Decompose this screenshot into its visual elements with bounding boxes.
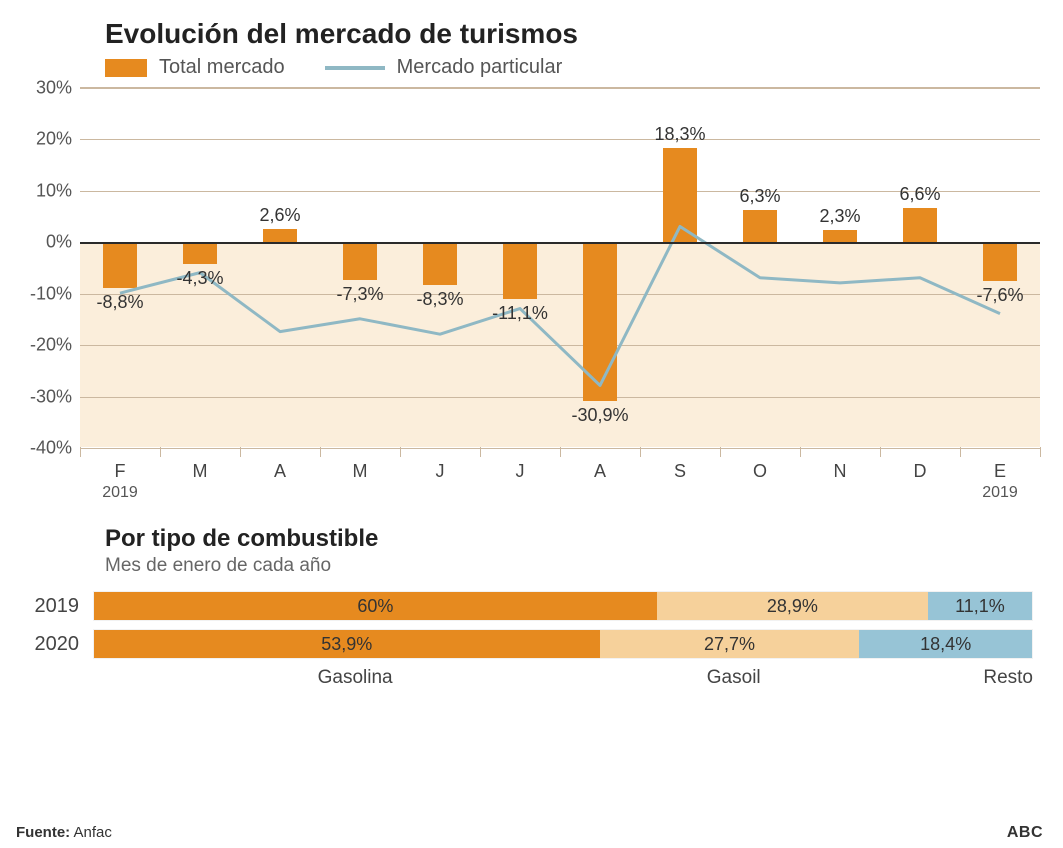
x-axis-label: M: [193, 447, 208, 482]
bar-value-label: -30,9%: [571, 405, 628, 426]
bar-value-label: -8,3%: [416, 289, 463, 310]
chart2-category-labels: GasolinaGasoilResto: [105, 667, 1033, 689]
x-tick: [240, 447, 241, 457]
y-axis-label: 30%: [36, 78, 80, 99]
category-label: Resto: [862, 667, 1033, 689]
category-label: Gasolina: [105, 667, 605, 689]
x-tick: [960, 447, 961, 457]
chart1: 30%20%10%0%-10%-20%-30%-40% -8,8%-4,3%2,…: [80, 87, 1040, 447]
stacked-bar-row: 201960%28,9%11,1%: [105, 591, 1033, 621]
bar-segment: 27,7%: [600, 630, 860, 658]
y-axis-label: 20%: [36, 129, 80, 150]
chart2-rows: 201960%28,9%11,1% 202053,9%27,7%18,4%: [105, 591, 1033, 659]
stacked-bar: 60%28,9%11,1%: [93, 591, 1033, 621]
x-tick: [1040, 447, 1041, 457]
chart1-legend: Total mercado Mercado particular: [0, 56, 1063, 79]
x-tick: [880, 447, 881, 457]
bar-value-label: -7,3%: [336, 284, 383, 305]
x-axis-sublabel: 2019: [982, 484, 1018, 502]
bar-value-label: -11,1%: [492, 303, 548, 324]
bar-value-label: 18,3%: [654, 124, 705, 145]
bar-value-label: 2,6%: [259, 205, 300, 226]
x-axis-sublabel: 2019: [102, 484, 138, 502]
x-axis-label: S: [674, 447, 686, 482]
footer-brand: ABC: [1007, 824, 1043, 842]
y-axis-label: -40%: [30, 438, 80, 459]
legend-swatch-line: [325, 66, 385, 70]
legend-swatch-bar: [105, 59, 147, 77]
y-axis-label: 0%: [46, 232, 80, 253]
bar-value-label: -8,8%: [96, 292, 143, 313]
x-tick: [480, 447, 481, 457]
y-axis-label: -20%: [30, 335, 80, 356]
x-tick: [80, 447, 81, 457]
footer-source: Fuente: Anfac: [16, 824, 112, 841]
x-tick: [800, 447, 801, 457]
chart1-line-layer: [80, 88, 1040, 447]
x-axis-label: O: [753, 447, 767, 482]
footer-source-label: Fuente:: [16, 824, 70, 841]
chart2: Por tipo de combustible Mes de enero de …: [0, 525, 1063, 689]
x-axis-label: M: [353, 447, 368, 482]
line-series: [120, 226, 1000, 385]
legend-label-bar: Total mercado: [159, 56, 285, 79]
bar-value-label: 6,6%: [899, 184, 940, 205]
chart1-baseline: [80, 242, 1040, 244]
chart2-title: Por tipo de combustible: [105, 525, 1033, 553]
x-tick: [720, 447, 721, 457]
chart1-plot-area: 30%20%10%0%-10%-20%-30%-40% -8,8%-4,3%2,…: [80, 87, 1040, 447]
bar-segment: 53,9%: [94, 630, 600, 658]
x-axis-label: A: [274, 447, 286, 482]
chart2-subtitle: Mes de enero de cada año: [105, 555, 1033, 577]
y-axis-label: -30%: [30, 386, 80, 407]
footer: Fuente: Anfac ABC: [16, 824, 1043, 842]
y-axis-label: 10%: [36, 180, 80, 201]
x-tick: [400, 447, 401, 457]
footer-source-value: Anfac: [74, 824, 112, 841]
legend-item-line: Mercado particular: [325, 56, 563, 79]
row-year-label: 2019: [31, 595, 93, 618]
chart1-title: Evolución del mercado de turismos: [0, 0, 1063, 56]
x-axis-label: A: [594, 447, 606, 482]
x-axis-label: F2019: [102, 447, 138, 502]
bar-value-label: 2,3%: [819, 206, 860, 227]
x-tick: [560, 447, 561, 457]
legend-label-line: Mercado particular: [397, 56, 563, 79]
bar-value-label: 6,3%: [739, 186, 780, 207]
bar-value-label: -7,6%: [976, 285, 1023, 306]
bar-segment: 11,1%: [928, 592, 1032, 620]
bar-segment: 60%: [94, 592, 657, 620]
x-tick: [640, 447, 641, 457]
category-label: Gasoil: [605, 667, 862, 689]
bar-segment: 18,4%: [859, 630, 1032, 658]
x-axis-label: J: [436, 447, 445, 482]
bar-value-label: -4,3%: [176, 268, 223, 289]
legend-item-bar: Total mercado: [105, 56, 285, 79]
bar-segment: 28,9%: [657, 592, 928, 620]
x-axis-label: E2019: [982, 447, 1018, 502]
y-axis-label: -10%: [30, 283, 80, 304]
x-tick: [320, 447, 321, 457]
row-year-label: 2020: [31, 633, 93, 656]
stacked-bar-row: 202053,9%27,7%18,4%: [105, 629, 1033, 659]
x-axis-label: D: [914, 447, 927, 482]
x-tick: [160, 447, 161, 457]
stacked-bar: 53,9%27,7%18,4%: [93, 629, 1033, 659]
x-axis-label: J: [516, 447, 525, 482]
x-axis-label: N: [834, 447, 847, 482]
